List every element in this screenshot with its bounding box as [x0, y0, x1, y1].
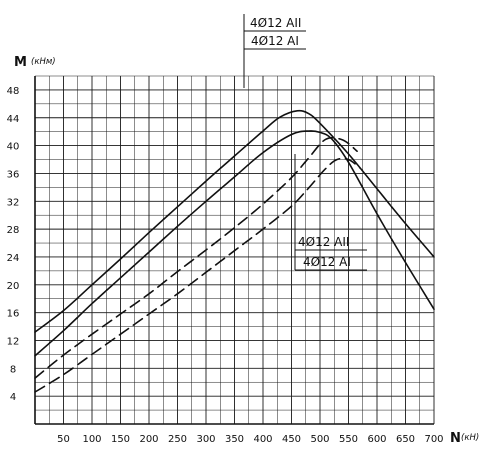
- y-tick-label: 8: [10, 364, 16, 375]
- y-tick-label: 4: [10, 392, 16, 403]
- y-tick-label: 40: [7, 142, 20, 153]
- x-tick-label: 650: [396, 434, 415, 445]
- y-tick-label: 48: [7, 86, 20, 97]
- right-annotation-line1: 4Ø12 AII: [298, 235, 349, 249]
- x-tick-label: 550: [339, 434, 358, 445]
- y-tick-label: 28: [7, 225, 20, 236]
- series-3-line: [34, 136, 358, 379]
- x-tick-label: 300: [196, 434, 215, 445]
- x-tick-labels: 50 100 150 200 250 300 350 400 450 500 550 600 650 70…: [57, 434, 443, 445]
- x-tick-label: 600: [367, 434, 386, 445]
- top-annotation-line2: 4Ø12 AI: [251, 34, 299, 48]
- y-tick-label: 20: [7, 281, 20, 292]
- x-tick-label: 400: [253, 434, 272, 445]
- x-tick-label: 150: [111, 434, 130, 445]
- x-tick-label: 700: [424, 434, 443, 445]
- y-tick-label: 44: [7, 114, 20, 125]
- right-annotation-line2: 4Ø12 AI: [303, 255, 351, 269]
- x-tick-label: 200: [139, 434, 158, 445]
- top-annotation: 4Ø12 AII 4Ø12 AI: [243, 14, 306, 88]
- y-axis-label: M: [14, 55, 27, 70]
- x-axis-label: N: [450, 431, 461, 446]
- series-2-line: [34, 130, 435, 357]
- x-tick-label: 450: [282, 434, 301, 445]
- x-axis-unit: (кН): [461, 433, 479, 443]
- series-4-line: [34, 157, 361, 393]
- y-tick-label: 12: [7, 336, 20, 347]
- x-tick-label: 350: [225, 434, 244, 445]
- series-layer: [34, 109, 435, 393]
- y-tick-label: 32: [7, 197, 20, 208]
- x-tick-label: 50: [57, 434, 70, 445]
- y-tick-label: 24: [7, 253, 20, 264]
- y-tick-label: 16: [7, 309, 20, 320]
- series-1-line: [34, 109, 435, 333]
- y-axis-unit: (кНм): [31, 57, 56, 67]
- x-tick-label: 250: [168, 434, 187, 445]
- y-tick-label: 36: [7, 169, 20, 180]
- x-tick-label: 100: [82, 434, 101, 445]
- x-tick-label: 500: [310, 434, 329, 445]
- right-annotation: 4Ø12 AII 4Ø12 AI: [294, 154, 367, 271]
- top-annotation-line1: 4Ø12 AII: [250, 16, 301, 30]
